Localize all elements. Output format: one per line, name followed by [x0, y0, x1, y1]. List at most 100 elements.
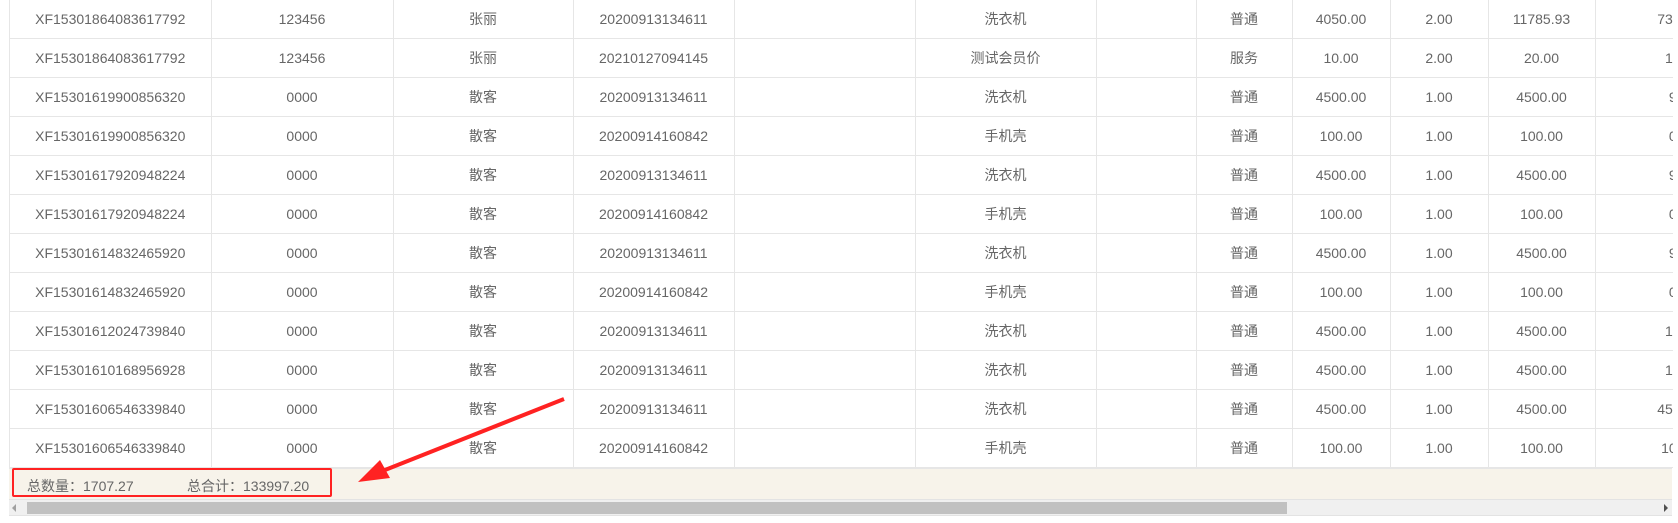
- table-cell: 1.00: [1390, 233, 1489, 273]
- table-cell: 20200913134611: [573, 311, 735, 351]
- table-cell: 100.00: [1292, 194, 1391, 234]
- table-cell: 0000: [211, 233, 394, 273]
- table-cell: 张丽: [393, 0, 574, 39]
- table-cell: XF15301619900856320: [10, 77, 212, 117]
- table-cell: 4500.00: [1292, 77, 1391, 117]
- table-row[interactable]: XF15301614832465920 0000 散客 20200914160842 手…: [10, 272, 1673, 312]
- table-cell: [734, 155, 916, 195]
- table-cell: 洗衣机: [915, 311, 1097, 351]
- table-cell: 4500.00: [1488, 311, 1596, 351]
- table-cell: XF15301619900856320: [10, 116, 212, 156]
- table-cell: [734, 38, 916, 78]
- table-cell: XF15301617920948224: [10, 155, 212, 195]
- table-cell: 0.22: [1595, 116, 1673, 156]
- table-row[interactable]: XF15301864083617792 123456 张丽 2021012709414…: [10, 38, 1673, 78]
- table-cell: [1096, 155, 1197, 195]
- table-cell: 7371.87: [1595, 0, 1673, 39]
- table-cell: 普通: [1196, 311, 1293, 351]
- table-cell: [1096, 116, 1197, 156]
- table-cell: [1096, 0, 1197, 39]
- table-cell: 9.78: [1595, 233, 1673, 273]
- table-cell: XF15301617920948224: [10, 194, 212, 234]
- table-cell: 散客: [393, 194, 574, 234]
- table-cell: 1.00: [1390, 194, 1489, 234]
- table-cell: 4500.00: [1488, 389, 1596, 429]
- table-cell: 手机壳: [915, 194, 1097, 234]
- table-cell: [734, 77, 916, 117]
- table-cell: XF15301864083617792: [10, 38, 212, 78]
- table-row[interactable]: XF15301619900856320 0000 散客 20200913134611 洗…: [10, 77, 1673, 117]
- table-row[interactable]: XF15301606546339840 0000 散客 20200914160842 手…: [10, 428, 1673, 468]
- table-cell: 测试会员价: [915, 38, 1097, 78]
- table-cell: 123456: [211, 38, 394, 78]
- table-cell: 普通: [1196, 77, 1293, 117]
- table-cell: 1.00: [1390, 350, 1489, 390]
- table-cell: 普通: [1196, 350, 1293, 390]
- table-cell: 洗衣机: [915, 233, 1097, 273]
- scroll-left-arrow-icon[interactable]: [12, 504, 16, 512]
- table-cell: 10.00: [1292, 38, 1391, 78]
- table-cell: [734, 116, 916, 156]
- table-cell: 0.22: [1595, 194, 1673, 234]
- total-sum: 总合计：133997.20: [187, 476, 309, 496]
- table-cell: 100.00: [1488, 116, 1596, 156]
- scroll-right-arrow-icon[interactable]: [1664, 504, 1668, 512]
- table-cell: [1096, 38, 1197, 78]
- table-cell: 1.00: [1390, 428, 1489, 468]
- table-cell: 0000: [211, 311, 394, 351]
- table-row[interactable]: XF15301606546339840 0000 散客 20200913134611 洗…: [10, 389, 1673, 429]
- total-quantity-value: 1707.27: [83, 478, 134, 494]
- scrollbar-thumb[interactable]: [27, 502, 1287, 514]
- table-cell: XF15301610168956928: [10, 350, 212, 390]
- table-cell: 100.00: [1292, 428, 1391, 468]
- table-cell: 20200914160842: [573, 272, 735, 312]
- table-cell: 20200913134611: [573, 0, 735, 39]
- table-cell: [734, 428, 916, 468]
- table-cell: 普通: [1196, 272, 1293, 312]
- table-row[interactable]: XF15301612024739840 0000 散客 20200913134611 洗…: [10, 311, 1673, 351]
- table-cell: 散客: [393, 311, 574, 351]
- total-sum-label: 总合计：: [187, 478, 243, 494]
- table-cell: 20200913134611: [573, 389, 735, 429]
- table-cell: 123456: [211, 0, 394, 39]
- table-cell: 9.78: [1595, 155, 1673, 195]
- table-cell: 4500.00: [1292, 389, 1391, 429]
- table-cell: 4500.00: [1292, 155, 1391, 195]
- table-cell: 普通: [1196, 194, 1293, 234]
- table-cell: 20200913134611: [573, 350, 735, 390]
- table-cell: [1096, 389, 1197, 429]
- horizontal-scrollbar[interactable]: [9, 499, 1672, 516]
- table-cell: XF15301606546339840: [10, 389, 212, 429]
- table-row[interactable]: XF15301617920948224 0000 散客 20200913134611 洗…: [10, 155, 1673, 195]
- table-cell: 0000: [211, 350, 394, 390]
- summary-footer: 总数量：1707.27 总合计：133997.20: [9, 468, 1672, 499]
- table-cell: 100.00: [1292, 116, 1391, 156]
- table-cell: [734, 389, 916, 429]
- table-cell: [734, 194, 916, 234]
- table-cell: 1.00: [1390, 311, 1489, 351]
- table-cell: [1096, 428, 1197, 468]
- table-cell: 20200914160842: [573, 428, 735, 468]
- table-row[interactable]: XF15301610168956928 0000 散客 20200913134611 洗…: [10, 350, 1673, 390]
- table-cell: 0.22: [1595, 272, 1673, 312]
- table-cell: 20200914160842: [573, 194, 735, 234]
- table-cell: XF15301612024739840: [10, 311, 212, 351]
- table-cell: [734, 0, 916, 39]
- table-cell: 散客: [393, 350, 574, 390]
- table-cell: XF15301614832465920: [10, 272, 212, 312]
- table-row[interactable]: XF15301617920948224 0000 散客 20200914160842 手…: [10, 194, 1673, 234]
- table-cell: 4500.00: [1488, 233, 1596, 273]
- table-row[interactable]: XF15301614832465920 0000 散客 20200913134611 洗…: [10, 233, 1673, 273]
- total-sum-value: 133997.20: [243, 478, 310, 494]
- table-cell: 100.00: [1488, 194, 1596, 234]
- table-cell: 普通: [1196, 428, 1293, 468]
- table-cell: [1096, 233, 1197, 273]
- table-cell: 洗衣机: [915, 77, 1097, 117]
- table-cell: 10.00: [1595, 350, 1673, 390]
- table-cell: 0000: [211, 428, 394, 468]
- table-cell: 普通: [1196, 389, 1293, 429]
- table-cell: 20200913134611: [573, 77, 735, 117]
- table-row[interactable]: XF15301619900856320 0000 散客 20200914160842 手…: [10, 116, 1673, 156]
- table-row[interactable]: XF15301864083617792 123456 张丽 2020091313461…: [10, 0, 1673, 39]
- table-cell: 100.00: [1488, 272, 1596, 312]
